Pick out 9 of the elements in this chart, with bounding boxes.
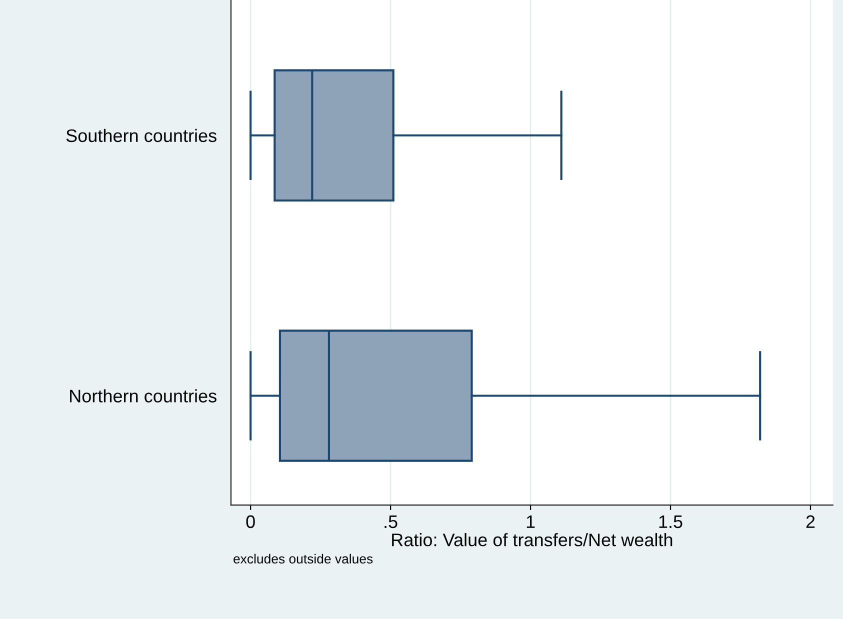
x-axis-title: Ratio: Value of transfers/Net wealth (392, 533, 672, 546)
x-tick-label: 1 (526, 515, 535, 528)
x-tick-label: 1.5 (659, 515, 682, 528)
y-tick-label: Southern countries (66, 128, 216, 142)
x-tick-label: .5 (384, 515, 398, 528)
y-tick-label: Northern countries (70, 389, 216, 402)
x-tick-label: 2 (806, 515, 815, 528)
text: excludes outside values (234, 554, 373, 564)
x-tick-label: 0 (246, 515, 255, 528)
